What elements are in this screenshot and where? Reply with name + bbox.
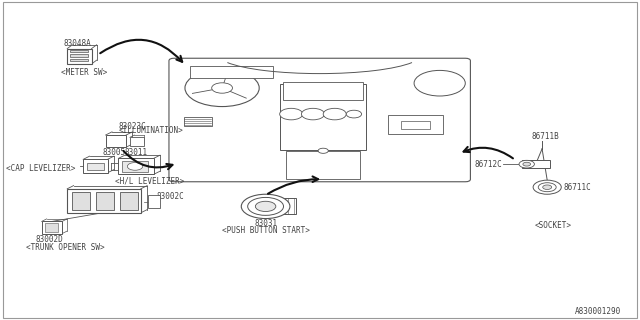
Circle shape [519,160,534,168]
Circle shape [301,108,324,120]
Circle shape [538,183,556,192]
Bar [388,115,443,134]
Bar [190,66,273,78]
Text: 86712C: 86712C [475,160,502,169]
Text: <SOCKET>: <SOCKET> [535,221,572,230]
Bar [283,82,363,100]
Bar [120,192,138,210]
Text: <H/L LEVELIZER>: <H/L LEVELIZER> [115,176,184,185]
Bar [286,151,360,179]
Bar [45,223,58,232]
Text: 86711B: 86711B [531,132,559,140]
Circle shape [543,185,552,189]
Text: 83002C: 83002C [157,192,184,201]
Text: A830001290: A830001290 [575,308,621,316]
Circle shape [414,70,465,96]
Bar [122,161,148,172]
Bar [70,59,88,61]
Circle shape [346,110,362,118]
Bar [401,121,430,129]
Circle shape [255,201,276,212]
Bar [130,137,144,146]
Bar [280,84,366,150]
Circle shape [533,180,561,194]
Circle shape [248,197,284,215]
Bar [266,198,296,214]
Circle shape [323,108,346,120]
Circle shape [318,148,328,153]
Text: <PUSH BUTTON START>: <PUSH BUTTON START> [221,226,310,235]
Bar [118,158,154,174]
Text: <METER SW>: <METER SW> [61,68,108,76]
FancyBboxPatch shape [169,58,470,182]
Circle shape [280,108,303,120]
Bar [87,163,104,170]
Bar [96,192,114,210]
Text: 83048A: 83048A [64,39,92,48]
Bar [70,50,88,52]
Bar [67,189,141,213]
Text: 83005: 83005 [102,148,125,157]
Bar [42,221,62,234]
Text: <ILLUMINATION>: <ILLUMINATION> [118,126,183,135]
Bar [72,192,90,210]
Bar [70,54,88,57]
Text: <CAP LEVELIZER>: <CAP LEVELIZER> [6,164,76,173]
Bar [184,117,212,126]
Circle shape [241,194,290,219]
Circle shape [185,69,259,107]
Circle shape [127,163,143,170]
Bar [67,49,92,64]
Bar [106,135,126,147]
Text: 86711C: 86711C [564,183,591,192]
Circle shape [523,162,531,166]
Text: 83002D: 83002D [35,236,63,244]
Text: 83031: 83031 [254,220,277,228]
Circle shape [212,83,232,93]
Bar [148,195,160,208]
Text: 83023C: 83023C [118,122,146,131]
Text: <TRUNK OPENER SW>: <TRUNK OPENER SW> [26,243,104,252]
Bar [522,160,550,168]
Bar [83,159,108,173]
Text: 83011: 83011 [125,148,148,156]
